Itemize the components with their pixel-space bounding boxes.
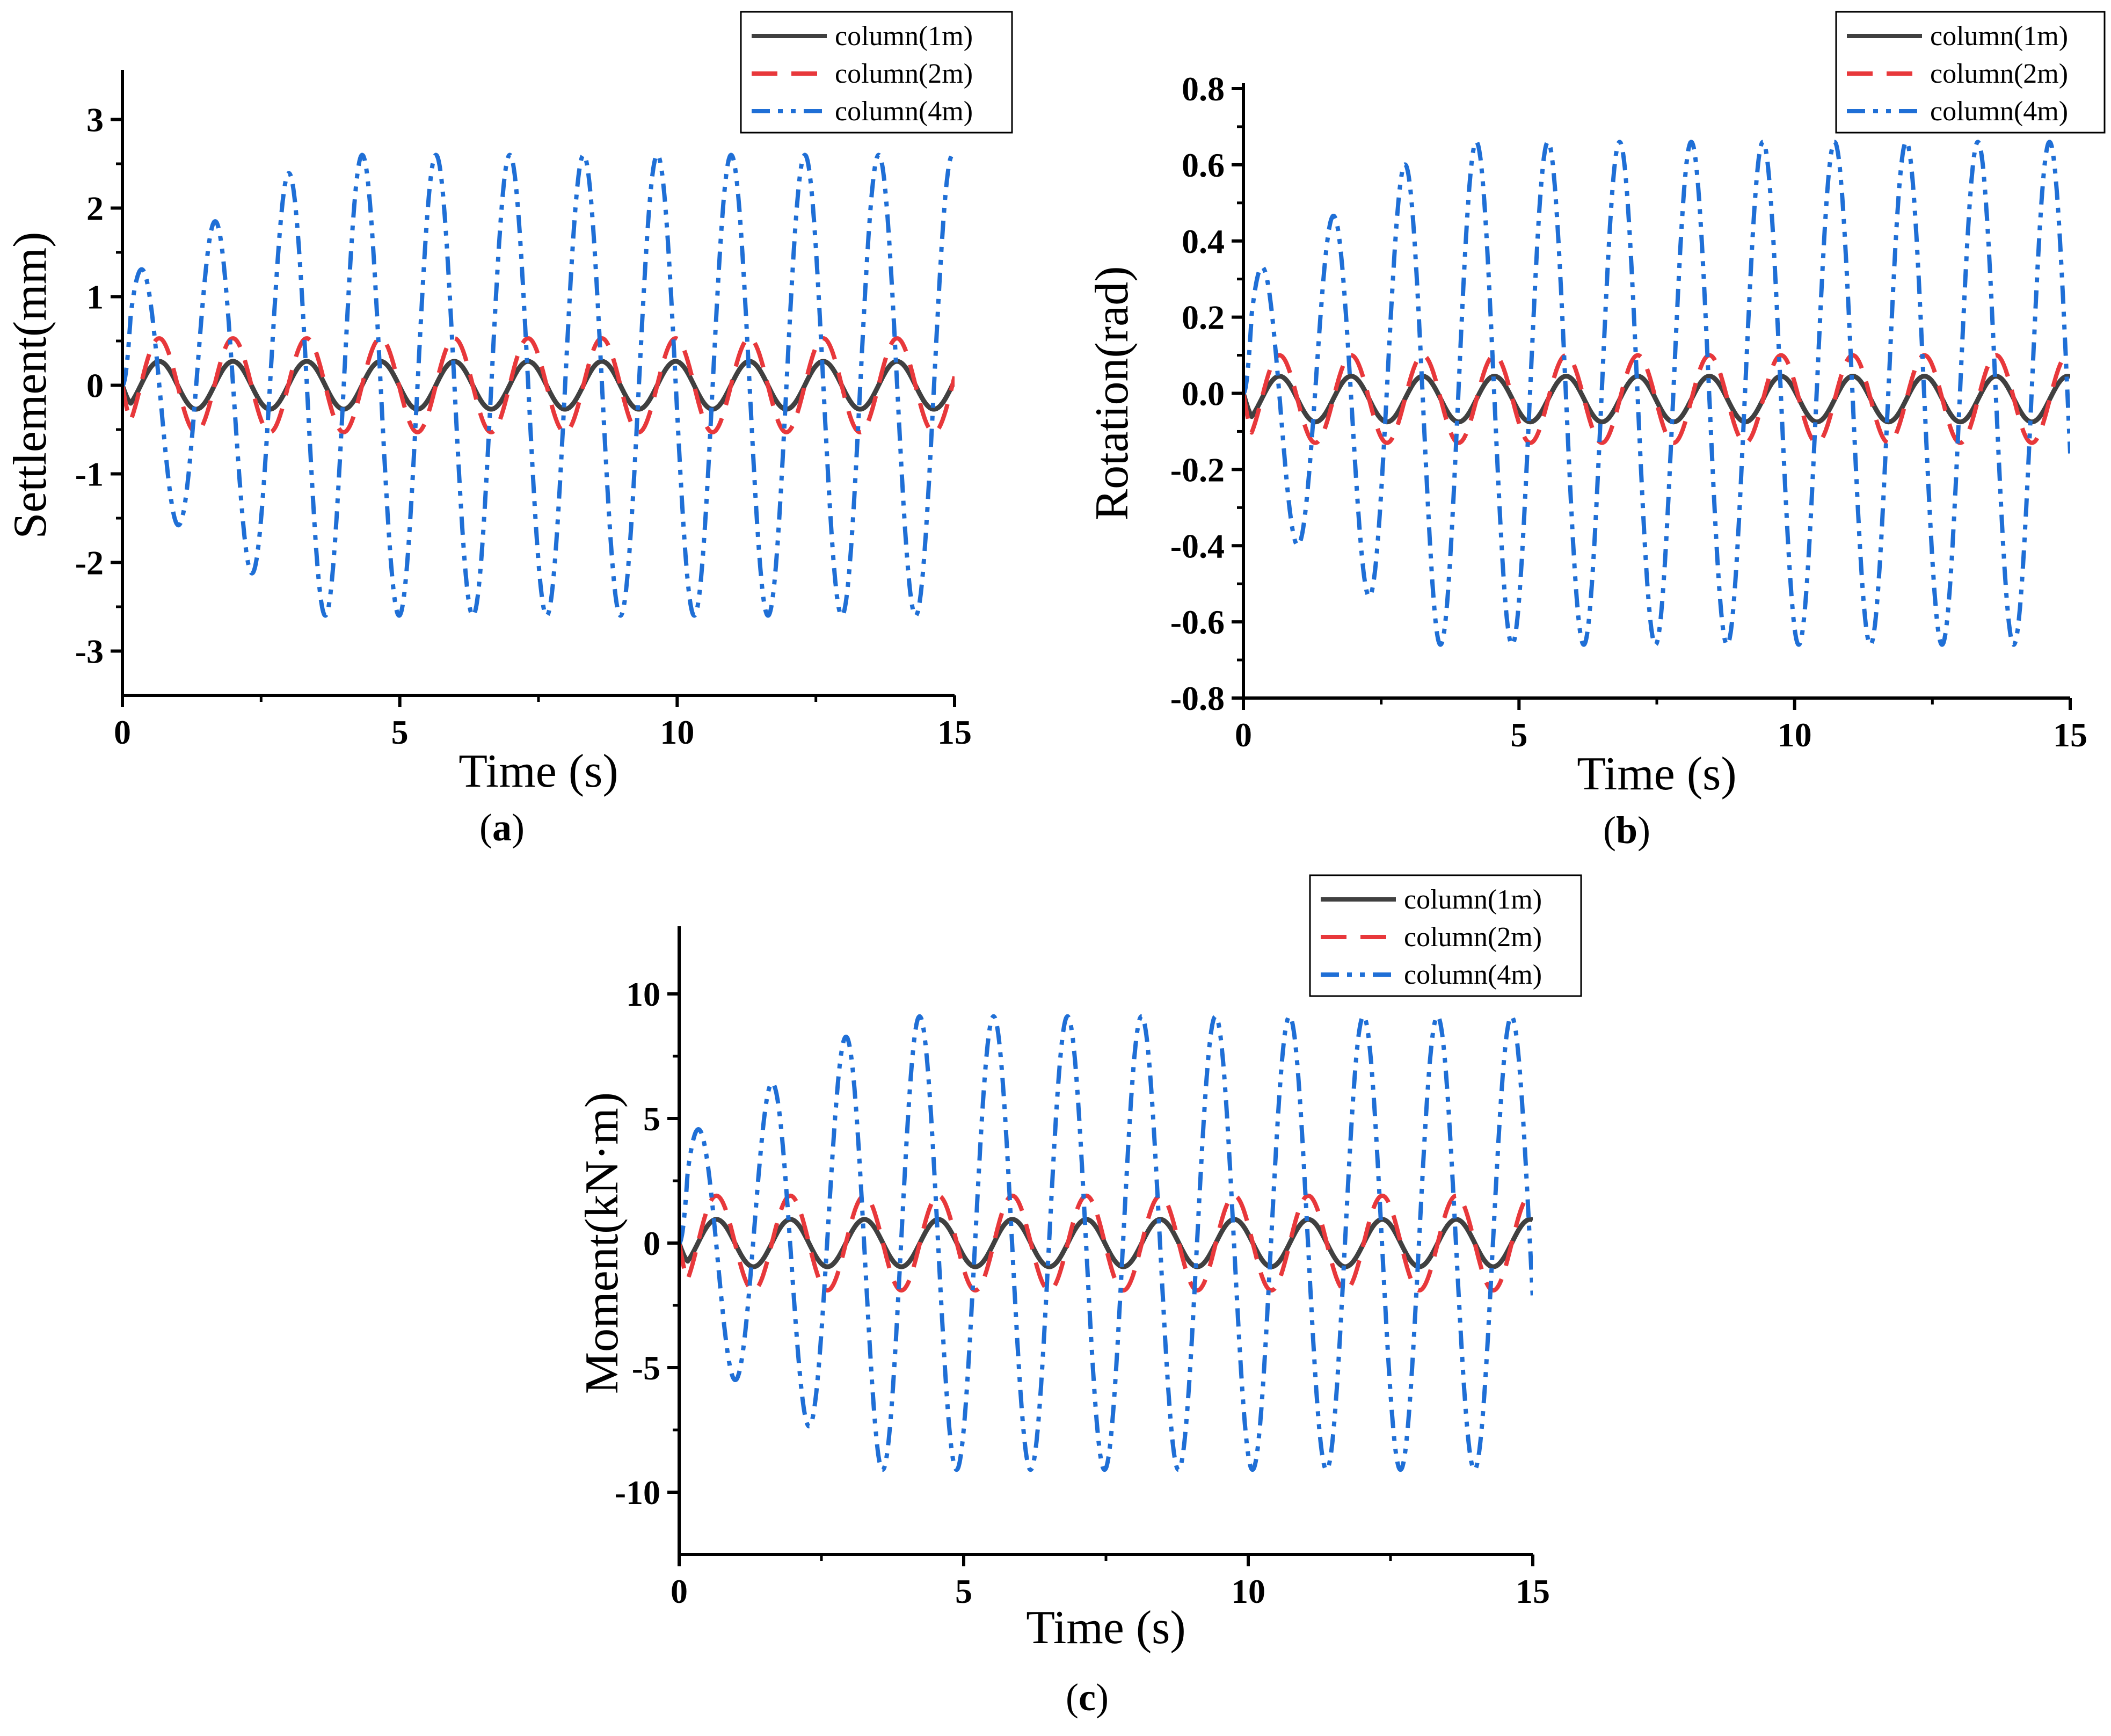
legend-label: column(4m) (1404, 960, 1542, 990)
x-tick-label: 10 (1231, 1572, 1265, 1610)
series-line-column(1m) (679, 1217, 1533, 1269)
legend-label: column(1m) (1930, 21, 2068, 52)
y-axis-title: Rotation(rad) (1086, 266, 1138, 520)
caption-close: ) (512, 806, 525, 849)
y-tick-label: -0.4 (1170, 527, 1225, 565)
legend: column(1m) column(2m) column(4m) (740, 11, 1013, 134)
caption-open: ( (1603, 809, 1616, 852)
x-tick-label: 0 (114, 713, 131, 751)
legend-label: column(1m) (835, 21, 973, 52)
legend-label: column(1m) (1404, 884, 1542, 915)
series-group (679, 1014, 1533, 1472)
x-tick-label: 5 (955, 1572, 972, 1610)
x-tick-label: 10 (1778, 716, 1812, 754)
series-line-column(4m) (679, 1014, 1533, 1472)
y-tick-label: 0.4 (1182, 222, 1225, 260)
panel-c-moment: -10 -5 0 5 10 0 5 10 15 Time (s) Moment(kN·m) colum… (576, 874, 1582, 1719)
caption-open: ( (479, 806, 492, 849)
y-tick-label: 10 (626, 975, 660, 1013)
y-tick-label: -5 (632, 1349, 660, 1387)
series-line-column(4m) (122, 152, 955, 618)
y-tick-label: 0.2 (1182, 299, 1225, 337)
y-tick-label: -0.2 (1170, 451, 1225, 489)
x-tick-label: 0 (1235, 716, 1252, 754)
y-tick-label: -10 (615, 1473, 660, 1512)
legend-box (1309, 874, 1582, 997)
legend-label: column(2m) (1404, 922, 1542, 953)
panel-caption: (b) (1603, 809, 1650, 852)
y-tick-label: 3 (86, 101, 104, 139)
y-axis-title: Settlement(mm) (4, 232, 56, 539)
y-tick-label: 0.6 (1182, 146, 1225, 184)
y-tick-label: 0 (643, 1224, 660, 1262)
y-axis-title: Moment(kN·m) (576, 1092, 628, 1394)
x-tick-label: 10 (660, 713, 694, 751)
series-line-column(1m) (122, 359, 955, 412)
legend-label: column(4m) (835, 96, 973, 127)
panel-caption: (c) (1066, 1676, 1109, 1719)
y-tick-label: 1 (86, 278, 104, 316)
series-group (122, 152, 955, 618)
y-tick-label: 0.8 (1182, 70, 1225, 108)
x-axis-title: Time (s) (1577, 748, 1736, 800)
x-tick-label: 5 (391, 713, 409, 751)
legend: column(1m) column(2m) column(4m) (1835, 11, 2106, 134)
caption-open: ( (1066, 1676, 1079, 1719)
x-tick-label: 15 (2053, 716, 2087, 754)
legend-box (740, 11, 1013, 134)
y-tick-label: 5 (643, 1100, 660, 1138)
legend: column(1m) column(2m) column(4m) (1309, 874, 1582, 997)
series-group (1243, 140, 2070, 647)
legend-label: column(2m) (1930, 59, 2068, 89)
y-tick-label: -3 (75, 633, 104, 671)
series-line-column(1m) (1243, 374, 2070, 425)
legend-label: column(4m) (1930, 96, 2068, 127)
series-line-column(4m) (1243, 140, 2070, 647)
y-tick-label: -2 (75, 544, 104, 582)
series-line-column(2m) (1243, 353, 2070, 445)
x-tick-label: 15 (1516, 1572, 1550, 1610)
x-axis-title: Time (s) (1026, 1602, 1185, 1654)
panel-caption: (a) (479, 806, 525, 849)
x-tick-label: 15 (937, 713, 972, 751)
series-line-column(2m) (122, 336, 955, 434)
y-tick-label: 2 (86, 190, 104, 228)
caption-letter: c (1079, 1676, 1096, 1719)
legend-label: column(2m) (835, 59, 973, 89)
panel-b-rotation: -0.8 -0.6 -0.4 -0.2 0.0 0.2 0.4 0.6 0.8 0 5 10 15 Tim… (1086, 11, 2106, 852)
legend-box (1835, 11, 2106, 134)
x-tick-label: 0 (671, 1572, 688, 1610)
y-tick-label: 0 (86, 367, 104, 405)
caption-letter: b (1616, 809, 1637, 852)
y-tick-label: 0.0 (1182, 375, 1225, 413)
caption-close: ) (1096, 1676, 1109, 1719)
caption-close: ) (1637, 809, 1650, 852)
x-tick-label: 5 (1510, 716, 1527, 754)
x-axis-title: Time (s) (458, 745, 618, 797)
caption-letter: a (492, 806, 512, 849)
panel-a-settlement: -3 -2 -1 0 1 2 3 0 5 10 15 Time (s) Settlement(mm) co… (4, 11, 1013, 849)
y-tick-label: -1 (75, 455, 104, 493)
y-tick-label: -0.8 (1170, 679, 1225, 717)
y-tick-label: -0.6 (1170, 603, 1225, 641)
